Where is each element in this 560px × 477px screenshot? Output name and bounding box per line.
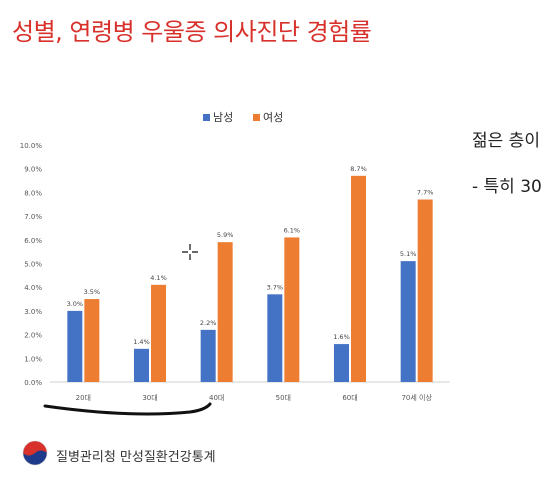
y-tick-label: 1.0% <box>24 355 42 363</box>
legend-swatch-male <box>203 114 210 121</box>
y-tick-label: 2.0% <box>24 332 42 340</box>
y-tick-label: 0.0% <box>24 379 42 387</box>
y-tick-label: 4.0% <box>24 284 42 292</box>
x-tick-label: 60대 <box>342 394 357 402</box>
side-text-line-2: - 특히 30 <box>472 177 542 197</box>
y-tick-label: 10.0% <box>20 142 43 150</box>
bar-female <box>417 199 433 382</box>
data-label: 8.7% <box>350 165 367 173</box>
data-label: 6.1% <box>284 226 301 234</box>
data-label: 3.0% <box>67 300 84 308</box>
bar-female <box>284 237 300 382</box>
y-tick-label: 6.0% <box>24 237 42 245</box>
x-tick-label: 20대 <box>76 394 91 402</box>
bar-female <box>151 284 166 382</box>
bar-male <box>334 344 349 382</box>
crosshair-cursor-icon <box>182 244 198 260</box>
legend-label-male: 남성 <box>213 111 233 124</box>
y-tick-label: 7.0% <box>24 213 42 221</box>
bar-chart: 0.0% 1.0% 2.0% 3.0% 4.0% 5.0% 6.0% 7.0% 8.0% 9.0%… <box>20 111 450 402</box>
side-text-line-1: 젊은 층이 <box>472 131 540 151</box>
x-tick-label: 50대 <box>276 394 291 402</box>
y-tick-label: 3.0% <box>24 308 42 316</box>
data-label: 7.7% <box>417 189 434 197</box>
handwritten-underline <box>43 402 212 416</box>
data-label: 2.2% <box>200 319 217 327</box>
bar-female <box>217 242 233 382</box>
x-tick-label: 30대 <box>142 394 157 402</box>
bar-male <box>134 348 149 382</box>
government-emblem-icon <box>22 440 48 466</box>
data-label: 3.5% <box>84 288 101 296</box>
data-label: 4.1% <box>150 274 167 282</box>
legend-swatch-female <box>253 114 260 121</box>
data-label: 1.6% <box>333 333 350 341</box>
slide-title: 성별, 연령병 우울증 의사진단 경험률 <box>12 18 372 46</box>
y-tick-label: 9.0% <box>24 166 42 174</box>
data-label: 1.4% <box>133 338 150 346</box>
data-label: 5.9% <box>217 231 234 239</box>
bar-male <box>267 294 283 382</box>
bar-female <box>351 175 366 382</box>
footer-organization: 질병관리청 만성질환건강통계 <box>56 450 216 465</box>
x-tick-label: 70세 이상 <box>401 393 432 402</box>
x-tick-label: 40대 <box>209 394 224 402</box>
data-label: 3.7% <box>267 283 284 291</box>
y-tick-label: 5.0% <box>24 261 42 269</box>
bar-male <box>400 261 416 382</box>
bar-female <box>84 299 100 382</box>
y-tick-label: 8.0% <box>24 189 42 197</box>
bar-male <box>67 310 83 382</box>
legend-label-female: 여성 <box>263 111 283 124</box>
bar-male <box>200 329 216 382</box>
data-label: 5.1% <box>400 250 417 258</box>
